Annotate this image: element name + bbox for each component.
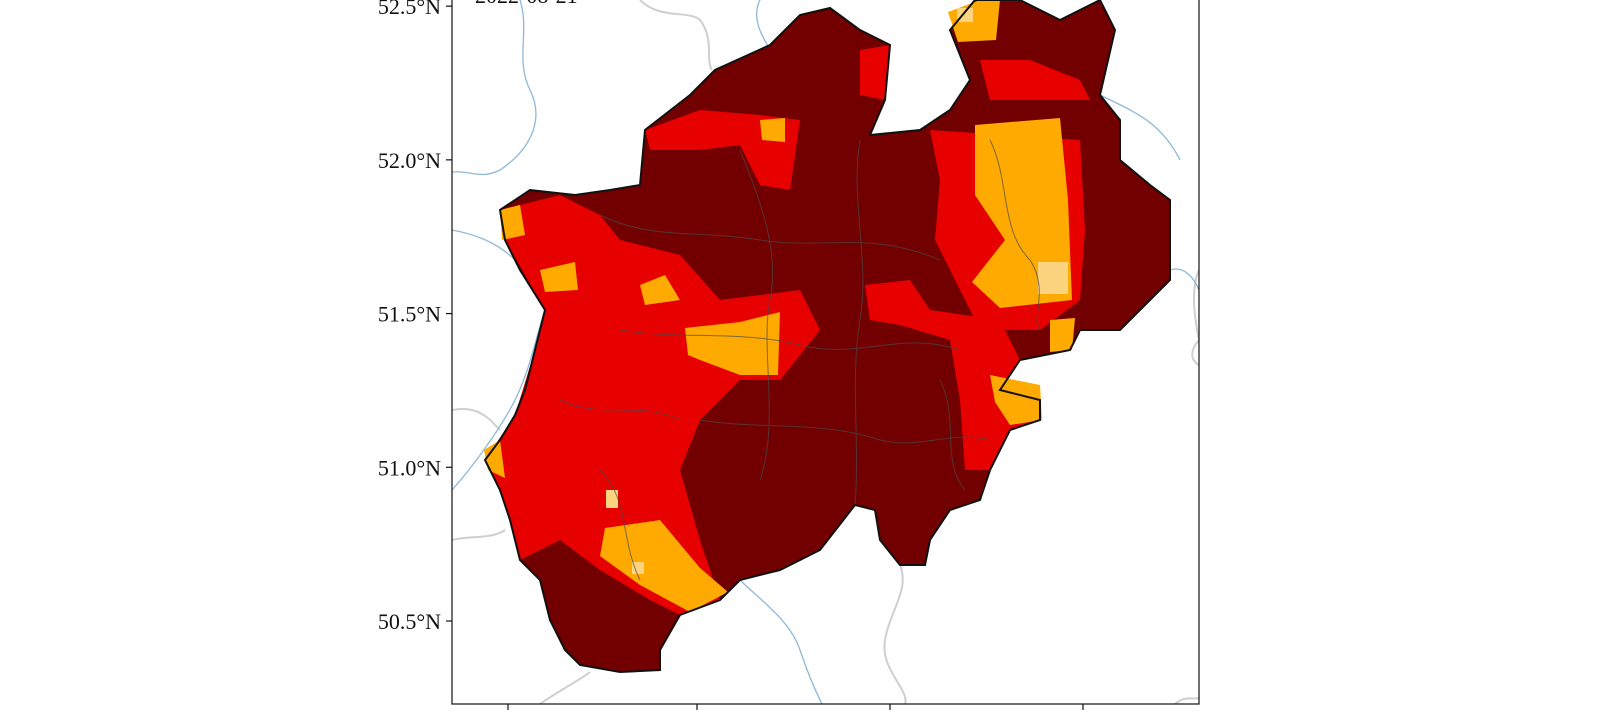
y-tick-label: 51.5°N [378, 302, 441, 327]
y-tick-label: 52.5°N [378, 0, 441, 19]
x-tick-marks [507, 704, 1084, 710]
y-tick-label: 51.0°N [378, 455, 441, 480]
y-tick-label: 50.5°N [378, 609, 441, 634]
map-frame [451, 0, 1200, 705]
light-zones [606, 8, 1068, 574]
y-tick-label: 52.0°N [378, 148, 441, 173]
map-layers [452, 0, 1199, 704]
orange-zones [484, 0, 1075, 612]
state-outline [483, 0, 1171, 674]
rivers [452, 0, 1199, 704]
date-label: 2022-08-21 [475, 0, 578, 8]
red-zones [485, 45, 1090, 615]
district-borders [559, 139, 1041, 581]
